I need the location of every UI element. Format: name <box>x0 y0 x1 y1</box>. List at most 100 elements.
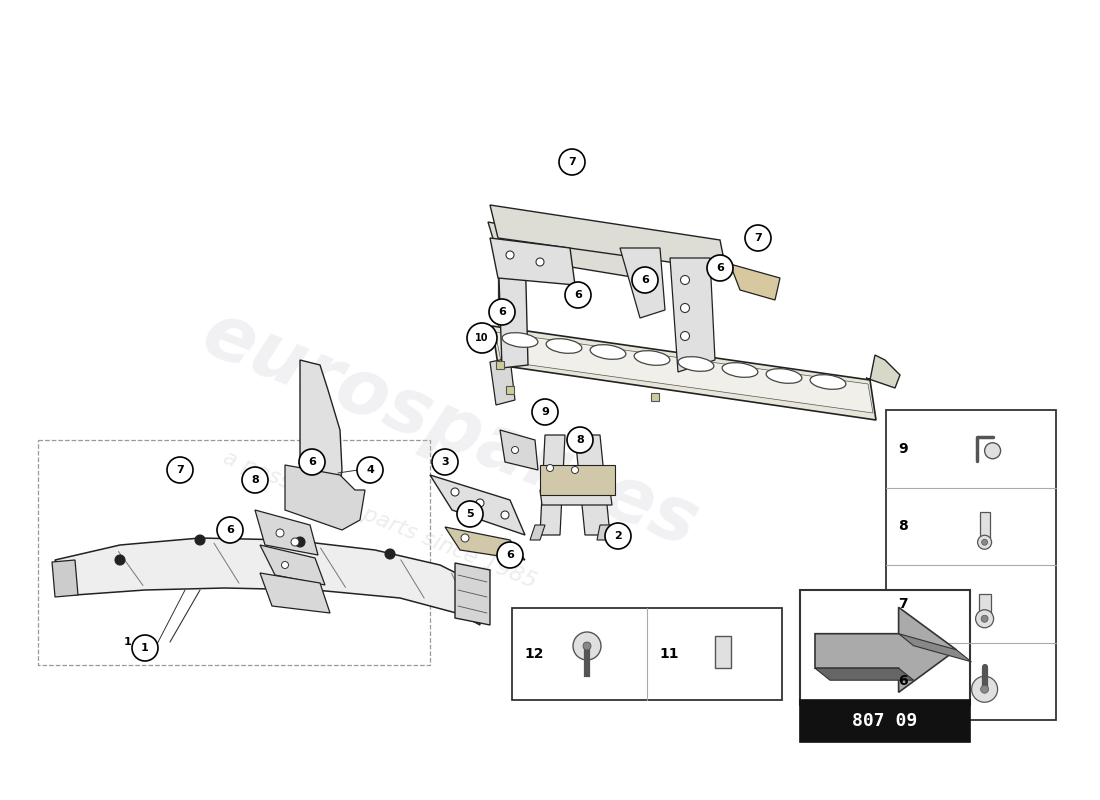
Circle shape <box>562 627 588 653</box>
Circle shape <box>451 488 459 496</box>
Ellipse shape <box>722 362 758 378</box>
Polygon shape <box>540 465 615 495</box>
Text: 12: 12 <box>524 647 543 661</box>
Text: 1: 1 <box>124 637 132 647</box>
Ellipse shape <box>634 350 670 366</box>
Circle shape <box>565 282 591 308</box>
Circle shape <box>547 465 553 471</box>
Circle shape <box>745 225 771 251</box>
Circle shape <box>116 555 125 565</box>
Text: 6: 6 <box>498 307 506 317</box>
Polygon shape <box>490 205 726 270</box>
Bar <box>886 410 1056 720</box>
Text: 6: 6 <box>227 525 234 535</box>
Circle shape <box>573 632 601 660</box>
Text: 7: 7 <box>755 233 762 243</box>
Text: 5: 5 <box>466 509 474 519</box>
Bar <box>715 636 730 668</box>
Circle shape <box>497 542 522 568</box>
Circle shape <box>971 676 998 702</box>
Polygon shape <box>492 326 876 420</box>
Text: eurosparces: eurosparces <box>191 297 708 563</box>
Circle shape <box>461 534 469 542</box>
Ellipse shape <box>590 345 626 359</box>
Circle shape <box>456 501 483 527</box>
Circle shape <box>385 549 395 559</box>
Bar <box>980 512 990 538</box>
Polygon shape <box>575 435 611 535</box>
Text: 3: 3 <box>441 457 449 467</box>
Text: 6: 6 <box>716 263 724 273</box>
Circle shape <box>572 466 579 474</box>
Circle shape <box>978 535 991 550</box>
Ellipse shape <box>810 374 846 390</box>
Circle shape <box>559 149 585 175</box>
Polygon shape <box>490 358 515 405</box>
Polygon shape <box>500 430 538 470</box>
Text: 1: 1 <box>141 643 149 653</box>
Circle shape <box>276 529 284 537</box>
Polygon shape <box>490 238 575 285</box>
Text: 8: 8 <box>576 435 584 445</box>
Circle shape <box>167 457 192 483</box>
Circle shape <box>681 275 690 285</box>
Circle shape <box>242 467 268 493</box>
Circle shape <box>632 267 658 293</box>
Circle shape <box>217 517 243 543</box>
Circle shape <box>681 303 690 313</box>
Bar <box>800 700 970 742</box>
Polygon shape <box>488 222 638 278</box>
Polygon shape <box>899 634 971 662</box>
Polygon shape <box>260 545 324 585</box>
Ellipse shape <box>546 338 582 354</box>
Polygon shape <box>285 465 365 530</box>
Circle shape <box>476 499 484 507</box>
Text: 7: 7 <box>571 635 579 645</box>
Circle shape <box>512 446 518 454</box>
Text: 7: 7 <box>898 597 907 610</box>
Circle shape <box>980 686 989 694</box>
Text: 6: 6 <box>641 275 649 285</box>
Circle shape <box>195 535 205 545</box>
Polygon shape <box>255 510 318 555</box>
Circle shape <box>976 610 993 628</box>
Circle shape <box>583 642 591 650</box>
Bar <box>651 393 659 401</box>
Circle shape <box>292 538 299 546</box>
Text: 8: 8 <box>898 519 907 534</box>
Text: 6: 6 <box>308 457 316 467</box>
Polygon shape <box>495 332 873 413</box>
Text: 8: 8 <box>251 475 258 485</box>
Circle shape <box>299 449 324 475</box>
Polygon shape <box>597 525 615 540</box>
Text: 10: 10 <box>475 333 488 343</box>
Text: 9: 9 <box>898 442 907 456</box>
Circle shape <box>468 323 497 353</box>
Ellipse shape <box>502 333 538 347</box>
Ellipse shape <box>766 369 802 383</box>
Polygon shape <box>620 248 666 318</box>
Circle shape <box>536 258 544 266</box>
Text: 9: 9 <box>541 407 549 417</box>
Bar <box>496 361 504 369</box>
Polygon shape <box>300 360 342 510</box>
Polygon shape <box>670 258 715 372</box>
Polygon shape <box>730 264 780 300</box>
Circle shape <box>605 523 631 549</box>
Polygon shape <box>540 490 612 505</box>
Bar <box>506 386 514 394</box>
Circle shape <box>707 255 733 281</box>
Circle shape <box>500 511 509 519</box>
Polygon shape <box>815 668 914 680</box>
Polygon shape <box>815 607 956 692</box>
Polygon shape <box>530 525 544 540</box>
Circle shape <box>506 251 514 259</box>
Polygon shape <box>55 538 480 625</box>
Polygon shape <box>498 245 528 368</box>
Circle shape <box>981 615 988 622</box>
Circle shape <box>295 537 305 547</box>
Polygon shape <box>866 355 900 388</box>
Circle shape <box>432 449 458 475</box>
Polygon shape <box>446 527 525 560</box>
Circle shape <box>981 539 988 546</box>
